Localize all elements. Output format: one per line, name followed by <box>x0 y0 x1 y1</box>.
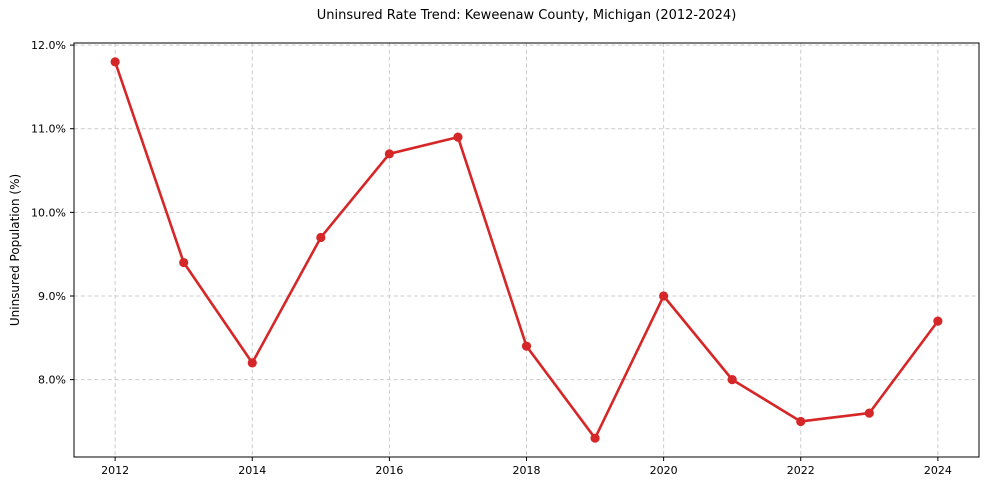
data-point <box>659 291 669 301</box>
y-tick-label: 12.0% <box>31 39 66 52</box>
x-tick-label: 2016 <box>375 464 403 477</box>
y-tick-label: 11.0% <box>31 123 66 136</box>
data-point <box>179 257 189 268</box>
chart-title: Uninsured Rate Trend: Keweenaw County, M… <box>316 8 737 23</box>
x-tick-label: 2012 <box>101 464 129 477</box>
data-point <box>590 433 600 443</box>
data-point <box>384 149 394 159</box>
x-tick-label: 2024 <box>924 464 952 477</box>
y-tick-label: 10.0% <box>31 206 66 219</box>
data-point <box>933 316 943 326</box>
x-tick-label: 2014 <box>238 464 266 477</box>
x-tick-label: 2020 <box>650 464 678 477</box>
data-point <box>521 341 532 351</box>
x-tick-label: 2022 <box>787 464 815 477</box>
data-point <box>727 375 737 385</box>
data-point <box>247 358 257 368</box>
data-point <box>316 232 326 243</box>
data-point <box>864 408 874 418</box>
data-point <box>796 416 806 427</box>
data-point <box>110 57 120 67</box>
x-tick-label: 2018 <box>513 464 541 477</box>
data-point <box>453 132 463 142</box>
y-tick-label: 8.0% <box>38 374 66 387</box>
y-tick-label: 9.0% <box>38 290 66 303</box>
